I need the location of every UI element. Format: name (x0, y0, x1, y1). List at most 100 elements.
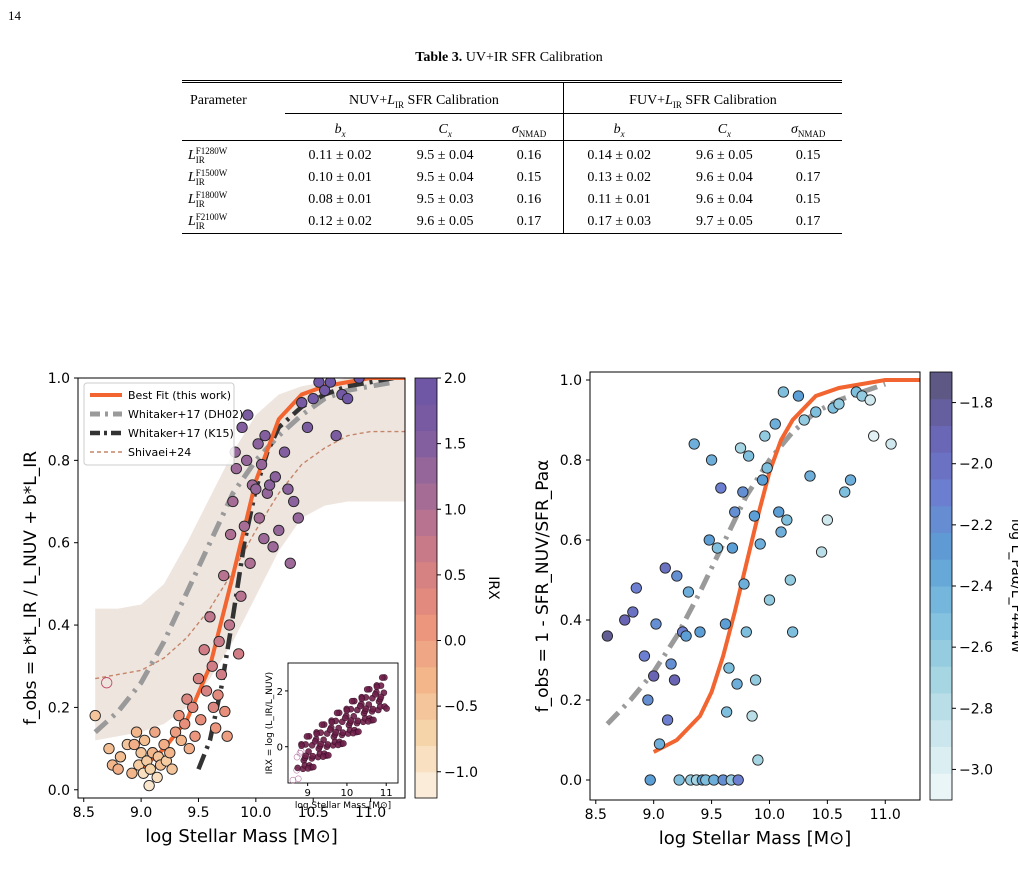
inset-point (333, 709, 341, 717)
inset-point (339, 729, 347, 736)
data-point (711, 542, 724, 554)
data-point (175, 734, 187, 747)
inset-point (372, 691, 379, 698)
data-point (731, 678, 743, 690)
data-point (227, 495, 239, 508)
data-point (705, 454, 718, 466)
caption-text: UV+IR SFR Calibration (465, 50, 603, 65)
colorbar-tick-label: 0.0 (444, 634, 466, 650)
table-row: L F1500W IR 0.10 ± 0.01 9.5 ± 0.04 0.15 0.13 ±… (182, 167, 842, 190)
data-point (752, 754, 764, 766)
data-point (218, 569, 230, 582)
data-point (642, 694, 654, 706)
data-point (833, 398, 845, 410)
data-point (864, 394, 876, 406)
x-tick-label: 10.0 (754, 807, 785, 823)
colorbar-segment (415, 614, 437, 641)
inset-point (294, 764, 301, 772)
colorbar-tick-label: −2.0 (959, 457, 993, 473)
data-point (638, 650, 651, 662)
fuv-c: 9.6 ± 0.04 (696, 170, 753, 186)
col-sigma-fuv: σNMAD (774, 112, 842, 141)
colorbar-segment (930, 372, 952, 400)
inset-point (362, 705, 370, 713)
colorbar-segment (415, 771, 437, 799)
colorbar-tick-label: −3.0 (959, 762, 993, 778)
data-point (307, 392, 319, 405)
colorbar-segment (415, 561, 437, 589)
y-tick-label: 0.8 (48, 453, 70, 469)
colorbar-segment (930, 773, 952, 801)
data-point (661, 714, 674, 726)
data-point (206, 660, 218, 672)
data-point (653, 738, 666, 750)
data-point (284, 557, 296, 569)
data-point (644, 774, 656, 786)
inset-point (324, 741, 332, 748)
colorbar-segment (415, 588, 437, 615)
x-axis-label: log Stellar Mass [M⊙] (145, 826, 338, 847)
data-point (748, 510, 761, 522)
colorbar-segment (930, 666, 952, 694)
data-point (103, 742, 115, 755)
inset-point (347, 717, 355, 724)
data-point (212, 689, 224, 701)
data-point (158, 738, 170, 751)
data-point (773, 506, 785, 518)
plot-area (89, 378, 405, 792)
data-point (798, 414, 810, 426)
legend-entry: Whitaker+17 (K15) (128, 427, 234, 440)
data-point (143, 779, 155, 792)
fuv-b: 0.17 ± 0.03 (587, 214, 652, 230)
chart-legend: Best Fit (this work) Whitaker+17 (DH02) Wh… (83, 382, 243, 466)
data-point (135, 747, 147, 759)
data-point (742, 450, 755, 462)
y-tick-label: 0.8 (560, 453, 582, 469)
data-point (210, 722, 222, 734)
x-tick-label: 11.0 (355, 805, 386, 821)
fuv-c: 9.7 ± 0.05 (696, 214, 753, 230)
data-point (183, 742, 195, 755)
data-point (89, 709, 101, 722)
fuv-b: 0.13 ± 0.02 (587, 170, 652, 186)
y-tick-label: 0.0 (48, 783, 70, 799)
colorbar-segment (415, 456, 437, 484)
data-point (224, 528, 237, 541)
data-point (144, 763, 156, 775)
inset-point (310, 763, 317, 771)
y-axis-label: f_obs = 1 - SFR_NUV/SFR_Paα (533, 460, 553, 713)
inset-point (328, 718, 336, 726)
x-tick-label: 10.5 (298, 805, 329, 821)
colorbar-tick-label: −1.8 (959, 396, 993, 412)
data-point (715, 482, 727, 494)
nuv-b: 0.11 ± 0.02 (308, 148, 372, 164)
nuv-c: 9.5 ± 0.04 (416, 148, 474, 164)
data-point (164, 747, 176, 759)
caption-label: Table 3. (415, 50, 463, 65)
data-point (128, 738, 140, 751)
col-c-fuv: Cx (674, 112, 775, 141)
data-point (777, 386, 790, 398)
y-tick-label: 0.2 (48, 700, 70, 716)
col-sigma-nuv: σNMAD (495, 112, 564, 141)
inset-y-tick-label: 0 (277, 743, 283, 754)
data-point (219, 705, 231, 718)
col-b-fuv: bx (563, 112, 675, 141)
inset-point (289, 776, 297, 784)
data-point (278, 446, 291, 458)
shivaei-curve (95, 430, 405, 680)
data-point (630, 582, 642, 594)
y-tick-label: 0.6 (48, 536, 70, 552)
x-tick-label: 8.5 (73, 805, 95, 821)
data-point (215, 668, 228, 681)
data-point (781, 514, 793, 526)
table-subheader-row: bx Cx σNMAD bx Cx σNMAD (182, 112, 842, 141)
fuv-b: 0.11 ± 0.01 (587, 192, 651, 208)
data-point (723, 662, 735, 674)
data-point (292, 512, 304, 524)
inset-point (340, 740, 347, 747)
data-point (673, 774, 685, 786)
data-point (659, 562, 671, 574)
data-point (179, 718, 191, 730)
data-point (821, 514, 834, 526)
